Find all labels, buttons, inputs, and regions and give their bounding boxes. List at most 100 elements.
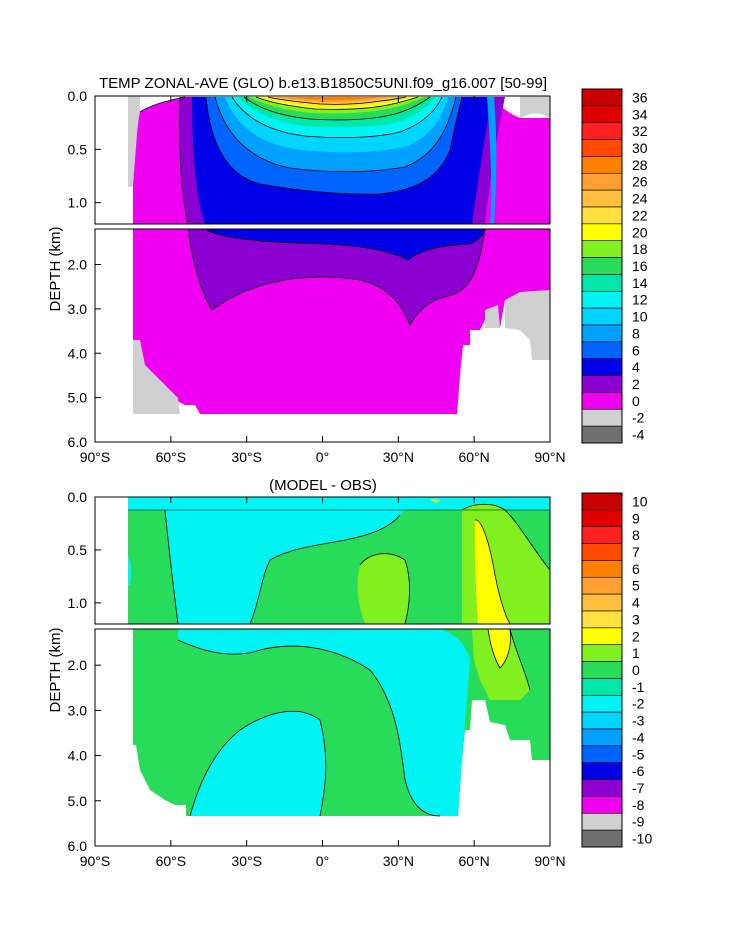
temp-colorbar-swatch (581, 324, 623, 343)
temp-colorbar-label: 36 (632, 89, 648, 105)
temp-colorbar-swatch (581, 139, 623, 157)
temp-y-tick-label: 0.5 (68, 141, 88, 157)
temp-colorbar-swatch (581, 240, 623, 258)
diff-x-tick-label: 60°N (459, 853, 490, 869)
temp-upper-field (95, 96, 550, 224)
diff-y-tick-label: 0.0 (68, 489, 88, 505)
temp-x-tick-label: 90°N (534, 449, 565, 465)
diff-colorbar-swatch (581, 492, 623, 511)
temp-colorbar-label: 12 (632, 292, 648, 308)
diff-colorbar-swatch (581, 711, 623, 730)
diff-y-axis-label: DEPTH (km) (47, 628, 64, 713)
diff-y-tick-label: 1.0 (68, 595, 88, 611)
diff-colorbar-swatch (581, 526, 623, 544)
diff-colorbar-label: -6 (632, 763, 645, 779)
temp-colorbar-label: -4 (632, 427, 645, 443)
temp-colorbar-label: 8 (632, 325, 640, 341)
temp-colorbar-label: 28 (632, 157, 648, 173)
diff-colorbar-swatch (581, 627, 623, 646)
diff-colorbar-swatch (581, 661, 623, 679)
temp-x-tick-label: 90°S (80, 449, 111, 465)
temp-colorbar-swatch (581, 206, 623, 225)
diff-colorbar-label: -8 (632, 797, 645, 813)
temp-colorbar-label: 26 (632, 174, 648, 190)
temp-colorbar-label: 4 (632, 359, 640, 375)
diff-y-tick-label: 3.0 (68, 702, 88, 718)
diff-axis-ticks: 90°S 60°S 30°S 0° 30°N 60°N 90°N 0.0 0.5 1.0 2.0 3.… (68, 489, 566, 869)
temp-colorbar-label: 6 (632, 342, 640, 358)
diff-panel: (MODEL - OBS) (47, 477, 566, 869)
temp-y-tick-label: 4.0 (68, 345, 88, 361)
temp-chart-title: TEMP ZONAL-AVE (GLO) b.e13.B1850C5UNI.f0… (99, 75, 547, 92)
diff-colorbar-label: 8 (632, 527, 640, 543)
temp-colorbar-swatch (581, 274, 623, 292)
diff-colorbar-swatch (581, 509, 623, 528)
diff-colorbar-label: -1 (632, 679, 645, 695)
temp-colorbar-swatch (581, 425, 623, 444)
temp-colorbar-swatch (581, 172, 623, 191)
temp-colorbar-swatch (581, 105, 623, 124)
temp-colorbar-label: 32 (632, 123, 648, 139)
diff-colorbar-label: -4 (632, 729, 645, 745)
temp-y-tick-label: 6.0 (68, 434, 88, 450)
diff-chart-title: (MODEL - OBS) (269, 477, 377, 494)
diff-x-tick-label: 30°S (231, 853, 262, 869)
temp-colorbar-label: 2 (632, 376, 640, 392)
temp-axis-ticks: 90°S 60°S 30°S 0° 30°N 60°N 90°N 0.0 0.5 1.0 2.0 3.… (68, 88, 566, 465)
temp-colorbar-label: 14 (632, 275, 648, 291)
diff-colorbar-swatch (581, 728, 623, 747)
temp-x-tick-label: 30°S (231, 449, 262, 465)
temp-x-tick-label: 60°N (459, 449, 490, 465)
diff-colorbar-label: 0 (632, 662, 640, 678)
diff-colorbar-swatch (581, 610, 623, 629)
diff-colorbar-swatch (581, 678, 623, 696)
diff-colorbar-label: -10 (632, 831, 652, 847)
diff-colorbar-label: -5 (632, 746, 645, 762)
temp-colorbar-swatch (581, 257, 623, 275)
diff-colorbar-swatch (581, 576, 623, 595)
diff-colorbar-swatch (581, 796, 623, 814)
diff-y-tick-label: 2.0 (68, 657, 88, 673)
diff-colorbar-label: 7 (632, 544, 640, 560)
diff-colorbar-swatch (581, 644, 623, 662)
temp-colorbar-swatch (581, 189, 623, 208)
temp-colorbar-swatch (581, 341, 623, 360)
diff-colorbar-swatch (581, 779, 623, 797)
temp-lower-field (95, 229, 550, 442)
temp-colorbar-swatch (581, 358, 623, 376)
diff-colorbar-swatch (581, 762, 623, 780)
temp-y-tick-label: 0.0 (68, 88, 88, 104)
temp-colorbar-swatch (581, 290, 623, 309)
temp-colorbar-label: 20 (632, 224, 648, 240)
temp-colorbar-swatch (581, 156, 623, 174)
diff-colorbar-swatch (581, 745, 623, 764)
diff-colorbar-label: -3 (632, 713, 645, 729)
diff-x-tick-label: 30°N (383, 853, 414, 869)
diff-colorbar-swatch (581, 812, 623, 831)
diff-x-tick-label: 60°S (156, 853, 187, 869)
temp-y-tick-label: 1.0 (68, 195, 88, 211)
temp-y-tick-label: 3.0 (68, 301, 88, 317)
temp-y-tick-label: 5.0 (68, 390, 88, 406)
diff-lower-field (95, 629, 550, 846)
temp-colorbar-label: 22 (632, 207, 648, 223)
temp-colorbar-swatch (581, 375, 623, 393)
temp-colorbar-swatch (581, 223, 623, 242)
temp-y-tick-label: 2.0 (68, 257, 88, 273)
temp-colorbar-swatch (581, 392, 623, 410)
diff-colorbar-label: 1 (632, 645, 640, 661)
temp-x-tick-label: 60°S (156, 449, 187, 465)
temp-colorbar-swatch (581, 88, 623, 107)
diff-colorbar-swatch (581, 694, 623, 713)
diff-y-tick-label: 4.0 (68, 748, 88, 764)
temp-colorbar-label: 16 (632, 258, 648, 274)
diff-colorbar-swatch (581, 560, 623, 578)
diff-colorbar-label: 3 (632, 611, 640, 627)
diff-colorbar-label: 5 (632, 578, 640, 594)
diff-x-tick-label: 0° (316, 853, 329, 869)
diff-y-tick-label: 6.0 (68, 838, 88, 854)
diff-colorbar-swatch (581, 593, 623, 612)
